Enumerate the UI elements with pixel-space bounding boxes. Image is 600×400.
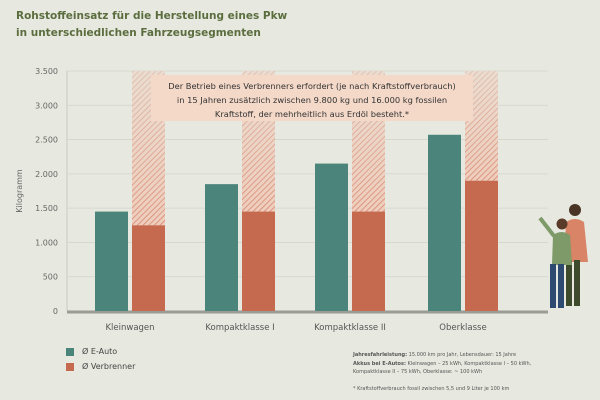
x-category-label: Kompaktklasse II <box>314 323 386 333</box>
chart-title: Rohstoffeinsatz für die Herstellung eine… <box>16 8 287 42</box>
note-text: Kleinwagen – 25 kWh, Kompaktklasse I – 5… <box>405 360 532 367</box>
bar-verbrenner <box>242 211 275 311</box>
x-category-label: Oberklasse <box>439 323 486 333</box>
callout-line-2: in 15 Jahren zusätzlich zwischen 9.800 k… <box>176 95 448 105</box>
bar-verbrenner <box>465 180 498 311</box>
note-text: Kompaktklasse II – 75 kWh, Oberklasse: ~… <box>353 369 483 375</box>
bar-e-auto <box>315 163 348 311</box>
y-tick-label: 0 <box>53 307 58 316</box>
note-label: Akkus bei E-Autos: <box>353 360 406 367</box>
footnote: * Kraftstoffverbrauch fossil zwischen 5,… <box>353 385 510 392</box>
callout-line-3: Kraftstoff, der mehrheitlich aus Erdöl b… <box>214 109 410 119</box>
y-tick-label: 1.500 <box>35 204 58 213</box>
note-label: Jahresfahrleistung: <box>353 352 408 358</box>
y-axis-label: Kilogramm <box>15 169 24 213</box>
title-line-2: in unterschiedlichen Fahrzeugsegmenten <box>16 27 261 39</box>
footnotes: Jahresfahrleistung: 15.000 km pro Jahr, … <box>353 351 593 393</box>
title-line-1: Rohstoffeinsatz für die Herstellung eine… <box>16 10 288 22</box>
callout-box: Der Betrieb eines Verbrenners erfordert … <box>151 75 473 121</box>
y-tick-label: 500 <box>43 273 58 282</box>
bar-verbrenner <box>132 225 165 311</box>
note-text: 15.000 km pro Jahr, Lebensdauer: 15 Jahr… <box>407 352 517 358</box>
legend-item-e-auto: Ø E-Auto <box>66 347 135 356</box>
bar-verbrenner <box>352 211 385 311</box>
y-tick-label: 2.000 <box>35 170 58 179</box>
bar-e-auto <box>205 184 238 311</box>
bar-e-auto <box>95 211 128 311</box>
y-tick-label: 3.000 <box>35 101 58 110</box>
legend-item-verbrenner: Ø Verbrenner <box>66 362 135 371</box>
y-tick-label: 3.500 <box>35 67 58 76</box>
bar-e-auto <box>428 134 461 311</box>
x-category-label: Kompaktklasse I <box>205 323 274 333</box>
legend-swatch <box>66 347 74 356</box>
legend-swatch <box>66 362 74 371</box>
x-category-label: Kleinwagen <box>105 323 154 333</box>
legend-label: Ø Verbrenner <box>82 362 136 371</box>
y-tick-label: 1.000 <box>35 238 58 247</box>
legend: Ø E-Auto Ø Verbrenner <box>66 347 135 377</box>
legend-label: Ø E-Auto <box>82 347 118 356</box>
y-tick-label: 2.500 <box>35 136 58 145</box>
callout-line-1: Der Betrieb eines Verbrenners erfordert … <box>168 81 456 91</box>
people-illustration <box>538 204 588 308</box>
